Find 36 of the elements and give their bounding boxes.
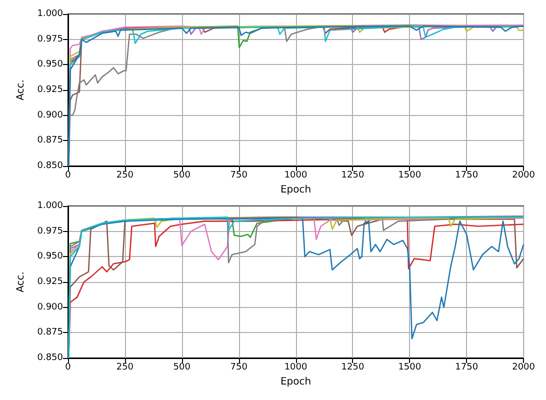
x-tick-label: 1000 — [284, 170, 308, 180]
x-axis-title: Epoch — [280, 184, 312, 196]
x-tick-label: 750 — [230, 362, 248, 372]
x-tick-label: 2000 — [512, 170, 536, 180]
y-tick-label: 0.850 — [37, 353, 64, 363]
x-tick-label: 500 — [173, 170, 191, 180]
x-axis-title: Epoch — [280, 376, 312, 388]
y-tick-label: 0.925 — [37, 85, 63, 95]
y-tick-label: 0.925 — [37, 277, 63, 287]
x-tick-label: 1750 — [455, 362, 478, 372]
x-tick-label: 500 — [173, 362, 191, 372]
y-axis-title: Acc. — [16, 80, 26, 100]
y-tick-label: 0.975 — [37, 34, 63, 44]
y-tick-label: 1.000 — [37, 9, 64, 19]
x-tick-label: 750 — [230, 170, 248, 180]
x-tick-label: 1000 — [284, 362, 308, 372]
x-tick-label: 1500 — [398, 170, 422, 180]
y-tick-label: 1.000 — [37, 201, 64, 211]
y-tick-label: 0.975 — [37, 226, 63, 236]
y-tick-label: 0.850 — [37, 161, 64, 171]
x-tick-label: 1500 — [398, 362, 422, 372]
x-tick-label: 250 — [116, 170, 134, 180]
y-axis-title: Acc. — [16, 272, 26, 292]
y-tick-label: 0.950 — [37, 60, 64, 70]
x-tick-label: 1250 — [341, 362, 364, 372]
x-tick-label: 1250 — [341, 170, 364, 180]
y-tick-label: 0.950 — [37, 252, 64, 262]
x-tick-label: 0 — [65, 362, 72, 372]
y-tick-label: 0.875 — [37, 328, 63, 338]
x-tick-label: 2000 — [512, 362, 536, 372]
x-tick-label: 250 — [116, 362, 134, 372]
y-tick-label: 0.900 — [37, 302, 64, 312]
y-tick-label: 0.900 — [37, 110, 64, 120]
x-tick-label: 0 — [65, 170, 72, 180]
x-tick-label: 1750 — [455, 170, 478, 180]
y-tick-label: 0.875 — [37, 136, 63, 146]
